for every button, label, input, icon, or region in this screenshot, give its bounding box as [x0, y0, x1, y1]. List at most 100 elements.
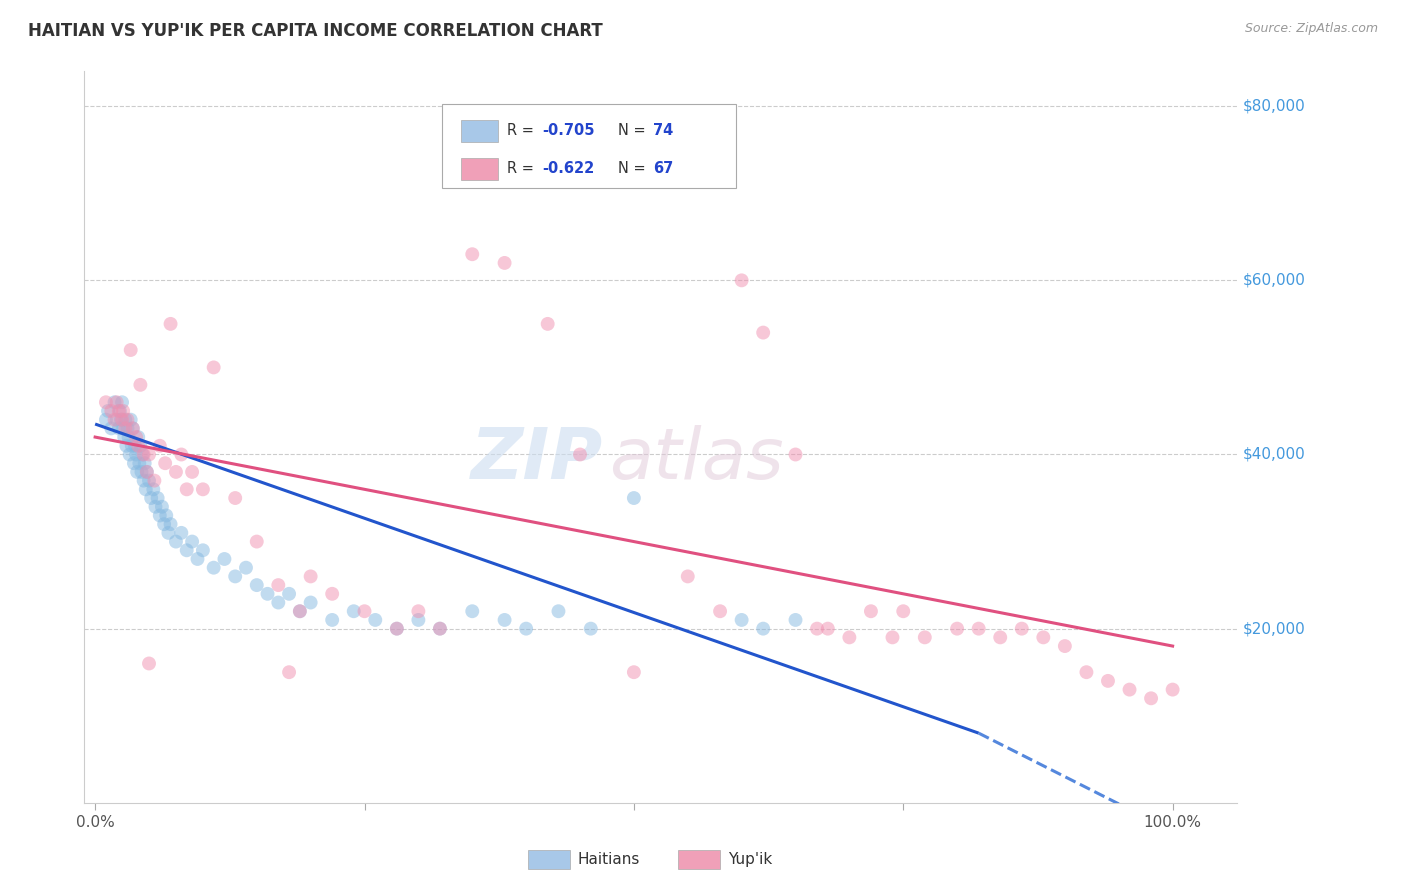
- Point: [170, 525, 193, 540]
- Point: [186, 552, 208, 566]
- Point: [547, 604, 569, 618]
- Point: [202, 360, 225, 375]
- Point: [135, 483, 157, 497]
- Point: [112, 421, 135, 435]
- Text: N =: N =: [619, 161, 651, 176]
- Point: [141, 491, 163, 505]
- Point: [143, 474, 166, 488]
- Point: [121, 421, 143, 435]
- Text: N =: N =: [619, 123, 651, 138]
- Point: [176, 543, 198, 558]
- Point: [128, 456, 150, 470]
- Point: [343, 604, 366, 618]
- Point: [150, 500, 173, 514]
- Point: [1032, 631, 1054, 645]
- Point: [785, 613, 807, 627]
- Point: [730, 613, 752, 627]
- Text: $80,000: $80,000: [1243, 99, 1305, 113]
- Text: Yup'ik: Yup'ik: [728, 853, 772, 867]
- Point: [135, 465, 157, 479]
- Point: [730, 273, 752, 287]
- Point: [494, 613, 516, 627]
- Text: 67: 67: [652, 161, 673, 176]
- Point: [111, 412, 134, 426]
- Point: [153, 456, 176, 470]
- Point: [267, 595, 290, 609]
- Point: [752, 622, 775, 636]
- Point: [967, 622, 990, 636]
- Point: [785, 448, 807, 462]
- Point: [165, 534, 187, 549]
- Point: [408, 613, 430, 627]
- Text: Haitians: Haitians: [578, 853, 640, 867]
- Point: [105, 395, 128, 409]
- Point: [1011, 622, 1033, 636]
- Point: [117, 421, 139, 435]
- Point: [838, 631, 860, 645]
- Point: [1053, 639, 1076, 653]
- Point: [623, 491, 645, 505]
- Point: [429, 622, 451, 636]
- Point: [429, 622, 451, 636]
- Point: [1076, 665, 1098, 680]
- Point: [461, 604, 484, 618]
- Point: [299, 595, 322, 609]
- Point: [94, 412, 117, 426]
- Point: [214, 552, 236, 566]
- Point: [120, 343, 142, 357]
- Point: [676, 569, 699, 583]
- Text: R =: R =: [508, 123, 538, 138]
- Point: [121, 439, 143, 453]
- Point: [100, 421, 122, 435]
- Text: $20,000: $20,000: [1243, 621, 1305, 636]
- Point: [114, 421, 136, 435]
- Point: [246, 534, 269, 549]
- Point: [127, 465, 149, 479]
- Point: [127, 430, 149, 444]
- Point: [124, 439, 146, 453]
- Point: [138, 474, 160, 488]
- Text: $60,000: $60,000: [1243, 273, 1306, 288]
- Point: [129, 377, 152, 392]
- Point: [569, 448, 592, 462]
- Point: [181, 534, 204, 549]
- Point: [288, 604, 311, 618]
- Point: [112, 430, 135, 444]
- Point: [145, 500, 167, 514]
- Point: [100, 404, 122, 418]
- Bar: [529, 850, 569, 870]
- Point: [94, 395, 117, 409]
- Point: [97, 404, 120, 418]
- Point: [131, 448, 153, 462]
- Text: -0.705: -0.705: [543, 123, 595, 138]
- Point: [235, 560, 257, 574]
- Point: [103, 395, 125, 409]
- Point: [623, 665, 645, 680]
- Point: [299, 569, 322, 583]
- Point: [122, 456, 145, 470]
- Point: [1097, 673, 1119, 688]
- Point: [142, 483, 165, 497]
- Point: [181, 465, 204, 479]
- Point: [176, 483, 198, 497]
- Point: [882, 631, 904, 645]
- Point: [127, 439, 149, 453]
- Point: [224, 569, 246, 583]
- Point: [159, 517, 181, 532]
- Point: [537, 317, 560, 331]
- Point: [114, 412, 136, 426]
- Point: [132, 448, 155, 462]
- Point: [125, 448, 148, 462]
- Point: [146, 491, 169, 505]
- FancyBboxPatch shape: [441, 104, 735, 188]
- Point: [353, 604, 375, 618]
- Bar: [461, 158, 498, 179]
- Point: [191, 543, 214, 558]
- Point: [117, 430, 139, 444]
- Point: [132, 474, 155, 488]
- Point: [157, 525, 180, 540]
- Point: [385, 622, 408, 636]
- Point: [408, 604, 430, 618]
- Point: [515, 622, 537, 636]
- Point: [1140, 691, 1163, 706]
